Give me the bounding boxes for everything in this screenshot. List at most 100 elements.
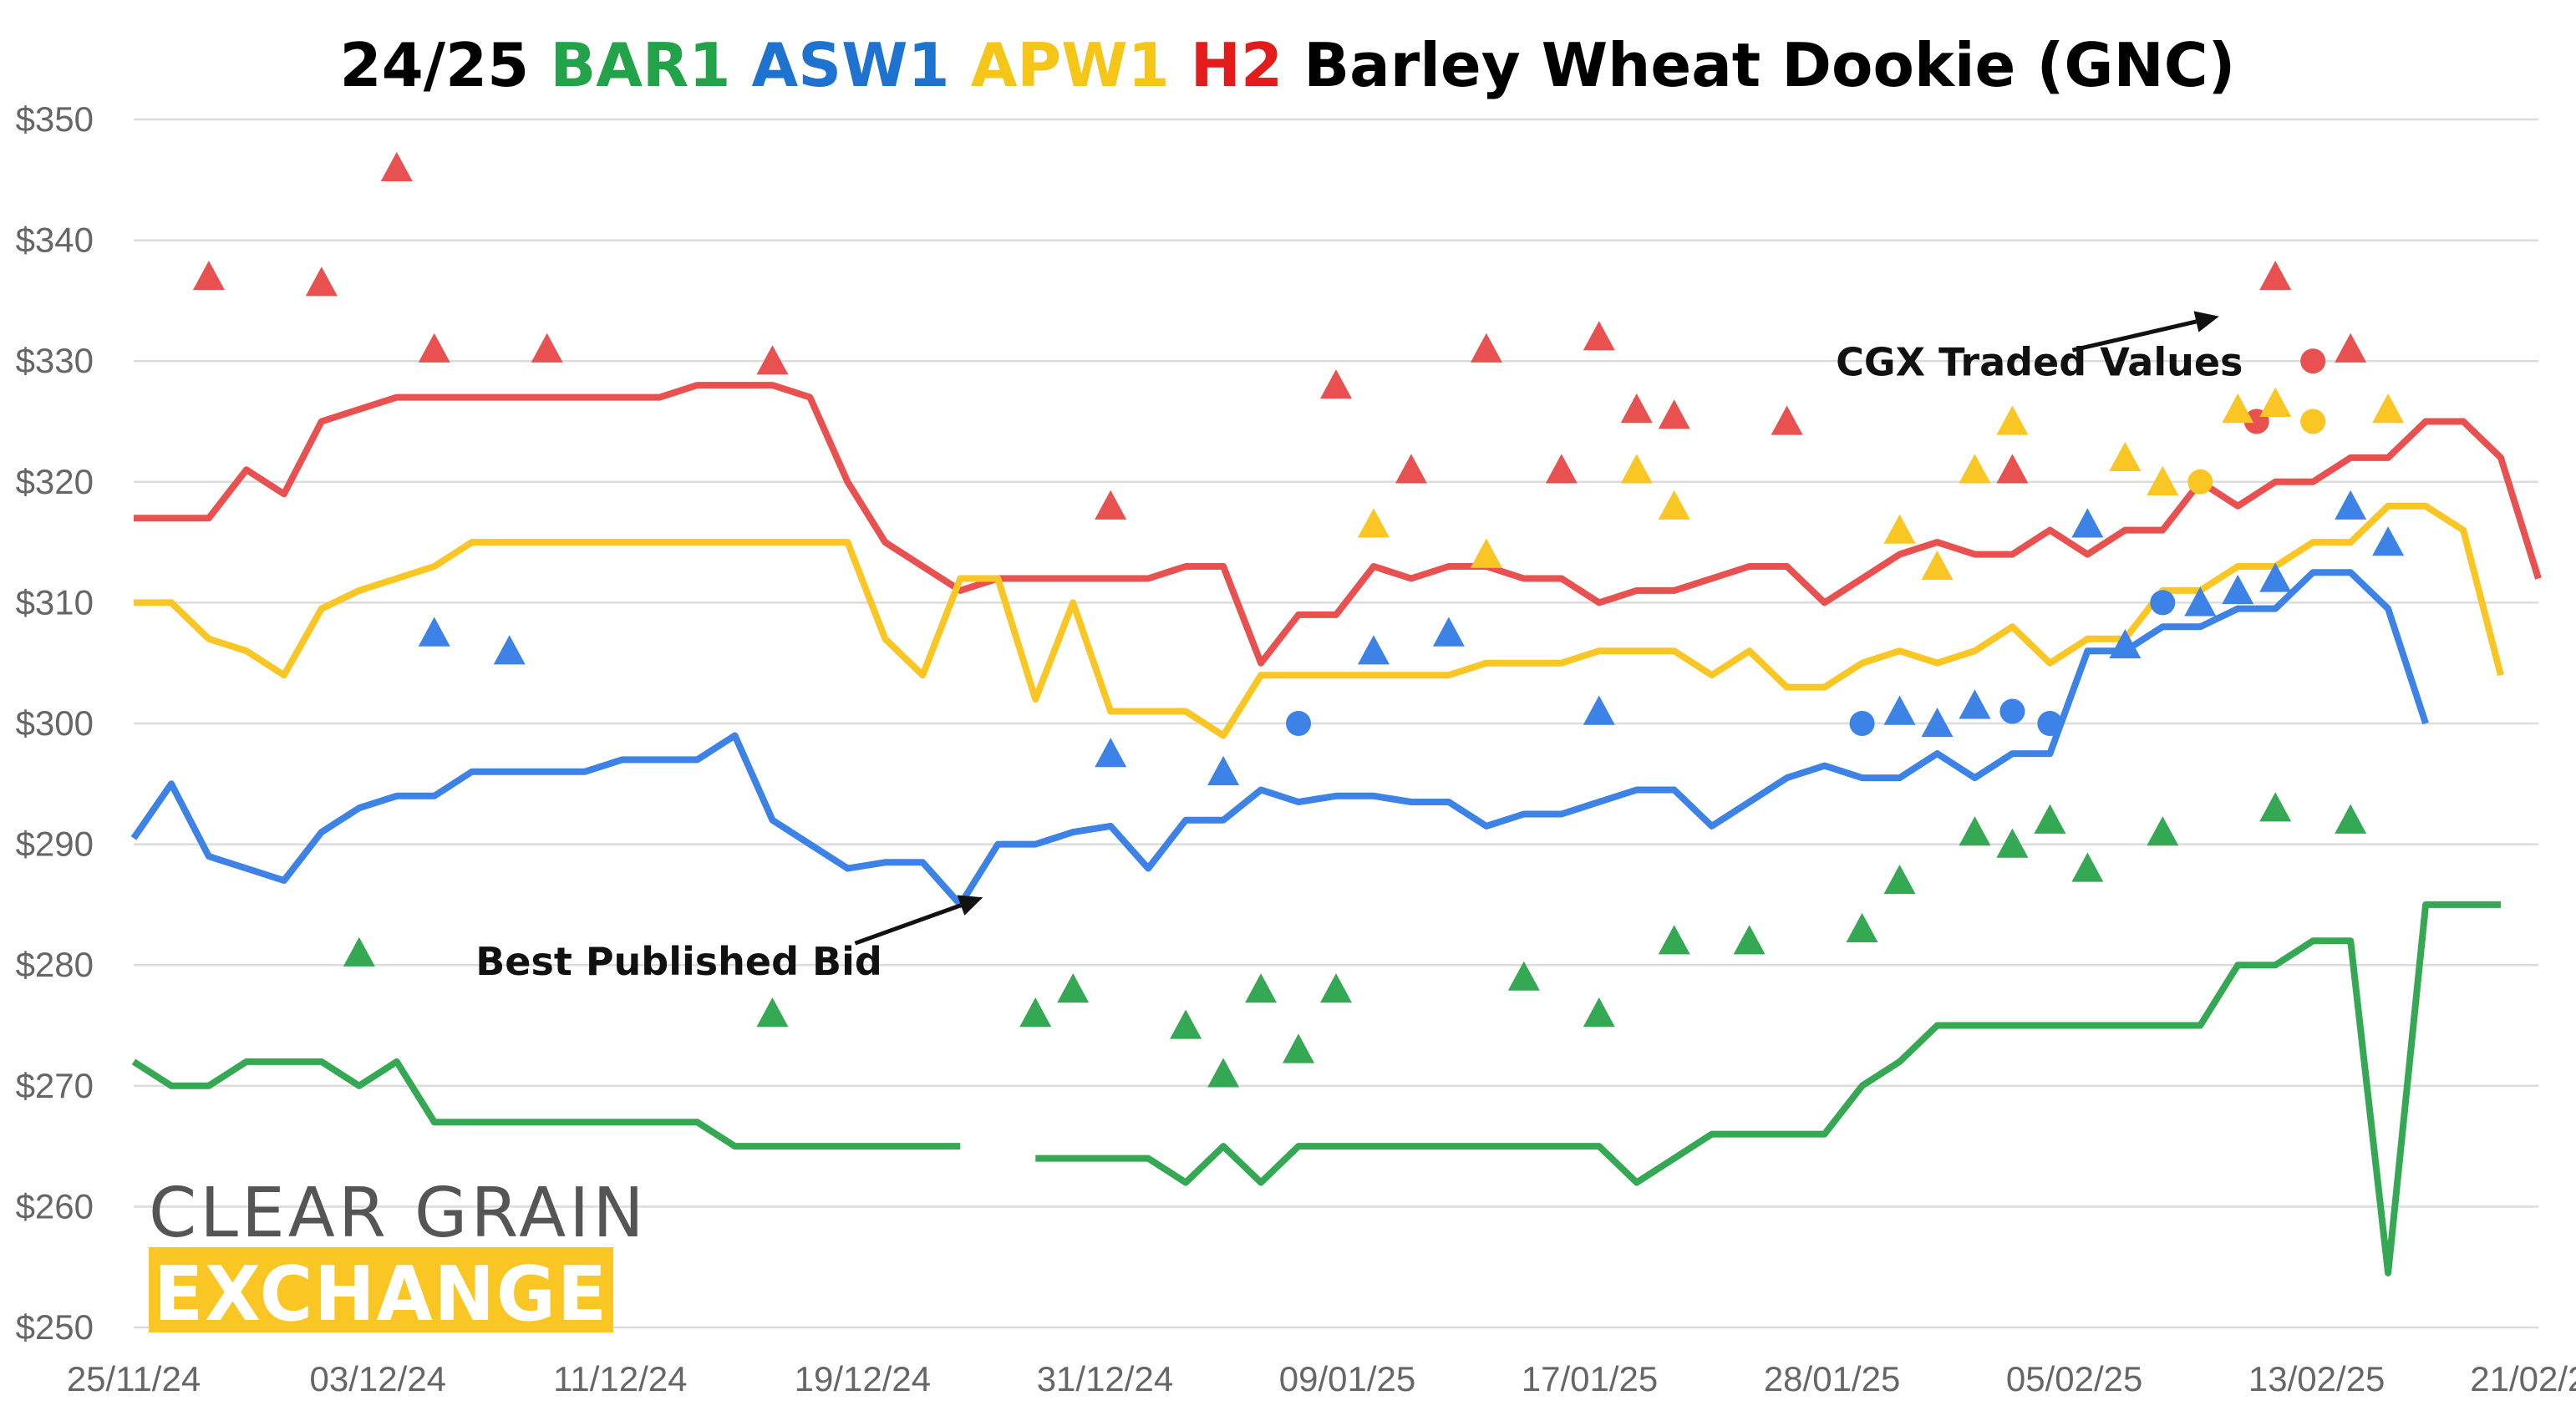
traded-value-triangle: [343, 936, 375, 967]
annotation-arrow-head: [957, 895, 983, 916]
traded-value-triangle: [2335, 332, 2367, 363]
traded-value-triangle: [2222, 574, 2254, 605]
traded-value-triangle: [493, 635, 526, 665]
chart-title: 24/25 BAR1 ASW1 APW1 H2 Barley Wheat Doo…: [340, 30, 2236, 100]
traded-value-circle: [2300, 409, 2326, 434]
annotation-arrow-shaft: [854, 903, 962, 946]
traded-value-triangle: [1470, 538, 1502, 568]
traded-value-triangle: [1357, 635, 1390, 665]
title-part: ASW1: [752, 30, 950, 100]
traded-value-triangle: [2372, 526, 2405, 556]
traded-value-triangle: [1095, 738, 1127, 768]
traded-value-triangle: [756, 345, 789, 375]
traded-value-triangle: [1620, 454, 1653, 484]
traded-value-triangle: [2259, 562, 2292, 592]
title-part: 24/25: [340, 30, 551, 100]
y-tick-label: $270: [16, 1066, 94, 1105]
traded-value-triangle: [1507, 961, 1540, 991]
traded-value-triangle: [1921, 708, 1954, 738]
traded-value-triangle: [1583, 321, 1615, 351]
traded-value-triangle: [2259, 387, 2292, 417]
traded-value-triangle: [1733, 925, 1766, 955]
traded-value-triangle: [1883, 695, 1916, 725]
traded-value-triangle: [1658, 490, 1690, 520]
traded-value-triangle: [1959, 816, 1991, 846]
traded-value-circle: [2037, 711, 2063, 736]
traded-value-triangle: [2109, 441, 2142, 472]
y-tick-label: $280: [16, 945, 94, 984]
traded-value-triangle: [1583, 695, 1615, 725]
traded-value-markers: [192, 151, 2405, 1088]
traded-value-circle: [2150, 590, 2176, 616]
x-tick-label: 09/01/25: [1279, 1359, 1416, 1398]
traded-value-circle: [1849, 711, 1875, 736]
traded-value-triangle: [1057, 973, 1090, 1003]
traded-value-triangle: [1545, 454, 1578, 484]
traded-value-triangle: [2071, 508, 2104, 538]
traded-value-triangle: [1245, 973, 1278, 1003]
traded-value-triangle: [1620, 393, 1653, 424]
traded-value-triangle: [418, 332, 450, 363]
logo-band: [149, 1247, 613, 1332]
traded-value-triangle: [1996, 828, 2029, 858]
traded-value-circle: [1286, 711, 1312, 736]
logo-bottom-text: EXCHANGE: [154, 1251, 608, 1338]
traded-value-triangle: [2071, 852, 2104, 882]
traded-value-triangle: [1207, 1058, 1240, 1088]
traded-value-triangle: [1170, 1009, 1202, 1039]
traded-value-triangle: [1921, 551, 1954, 581]
annotation-arrow-shaft: [2071, 319, 2197, 353]
traded-value-triangle: [1583, 997, 1615, 1028]
logo-top-text: CLEAR GRAIN: [149, 1174, 648, 1253]
x-tick-label: 13/02/25: [2248, 1359, 2385, 1398]
series-line: [131, 901, 2501, 1276]
y-tick-label: $320: [16, 462, 94, 501]
x-axis-ticks: 25/11/24 03/12/24 11/12/24 19/12/24 31/12/24…: [67, 1359, 2576, 1398]
annotation-arrow-head: [2193, 311, 2219, 332]
annotation-label: CGX Traded Values: [1836, 340, 2243, 385]
x-tick-label: 17/01/25: [1522, 1359, 1659, 1398]
traded-value-circle: [2300, 348, 2326, 374]
traded-value-triangle: [2147, 816, 2179, 846]
traded-value-triangle: [2335, 804, 2367, 834]
traded-value-triangle: [1357, 508, 1390, 538]
series-line: [134, 382, 2542, 667]
traded-value-triangle: [1395, 454, 1427, 484]
traded-value-triangle: [1996, 405, 2029, 435]
traded-value-triangle: [1883, 514, 1916, 544]
traded-value-triangle: [1996, 454, 2029, 484]
x-tick-label: 28/01/25: [1764, 1359, 1901, 1398]
x-tick-label: 19/12/24: [795, 1359, 932, 1398]
title-part: [950, 30, 971, 100]
traded-value-triangle: [2034, 804, 2066, 834]
traded-value-circle: [1999, 698, 2025, 724]
title-part: APW1: [971, 30, 1170, 100]
traded-value-triangle: [1019, 997, 1052, 1028]
traded-value-triangle: [1432, 617, 1465, 647]
y-tick-label: $340: [16, 221, 94, 260]
traded-value-triangle: [1658, 399, 1690, 429]
traded-value-triangle: [531, 332, 563, 363]
y-tick-label: $260: [16, 1186, 94, 1226]
traded-value-triangle: [1846, 912, 1878, 942]
traded-value-triangle: [418, 617, 450, 647]
traded-value-triangle: [2184, 586, 2217, 617]
traded-value-triangle: [1320, 369, 1352, 399]
x-tick-label: 03/12/24: [310, 1359, 447, 1398]
traded-value-triangle: [2335, 490, 2367, 520]
y-tick-label: $250: [16, 1307, 94, 1347]
x-tick-label: 25/11/24: [67, 1359, 201, 1398]
title-part: [730, 30, 751, 100]
clear-grain-exchange-logo: CLEAR GRAIN EXCHANGE: [149, 1174, 648, 1338]
y-tick-label: $330: [16, 341, 94, 380]
traded-value-triangle: [1771, 405, 1803, 435]
x-tick-label: 05/02/25: [2006, 1359, 2143, 1398]
traded-value-circle: [2187, 469, 2213, 495]
traded-value-triangle: [1095, 490, 1127, 520]
traded-value-triangle: [1959, 454, 1991, 484]
traded-value-triangle: [1883, 864, 1916, 895]
annotations: CGX Traded Values Best Published Bid: [475, 311, 2243, 984]
traded-value-triangle: [2259, 260, 2292, 291]
